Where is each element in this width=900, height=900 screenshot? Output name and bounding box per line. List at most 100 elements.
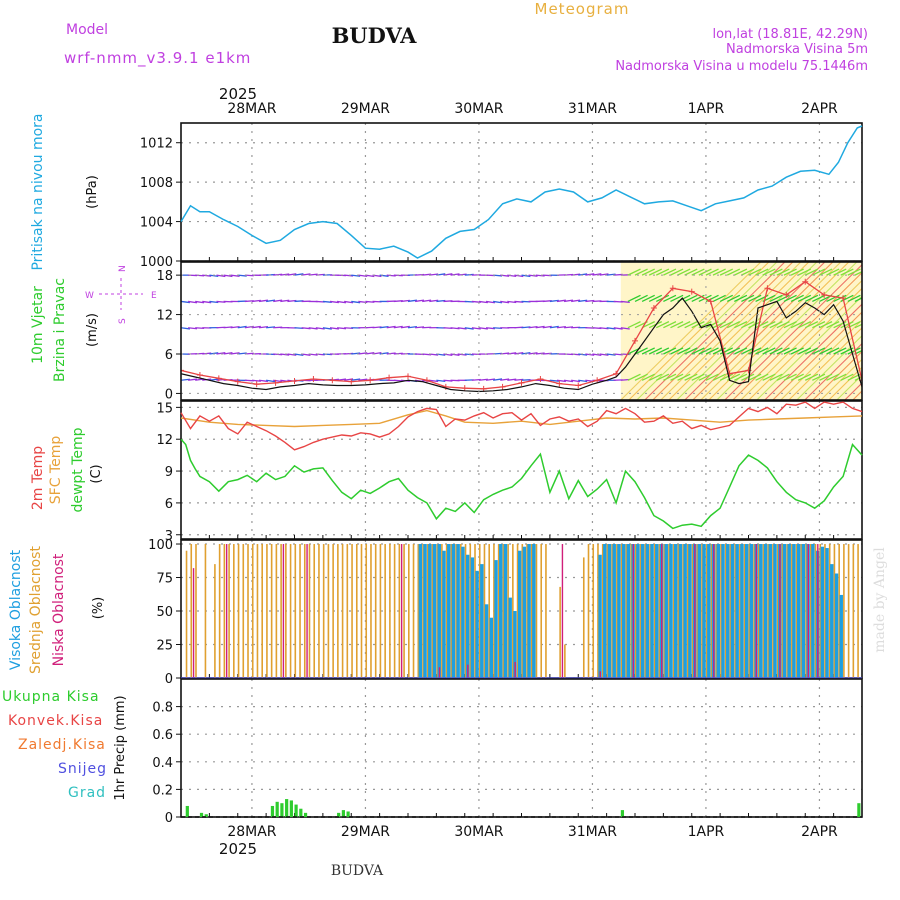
wind-barb — [826, 268, 840, 276]
wind-barb — [521, 326, 531, 329]
wind-barb — [833, 347, 847, 355]
wind-barb — [797, 294, 812, 303]
high-cloud-bar — [603, 544, 607, 678]
mid-cloud-bar — [327, 544, 330, 678]
y-tick-label: 12 — [156, 433, 173, 448]
wind-barb — [528, 274, 538, 277]
mid-cloud-bar — [223, 544, 226, 678]
y-tick-label: 12 — [156, 309, 173, 324]
mid-cloud-bar — [786, 544, 788, 678]
y-tick-label: 6 — [165, 348, 173, 363]
wind-barb — [826, 373, 840, 381]
dewpoint-line — [180, 438, 863, 530]
mid-cloud-bar — [341, 544, 344, 678]
wind-barb — [804, 268, 819, 276]
mid-cloud-bar — [696, 544, 699, 678]
mid-cloud-bar — [417, 544, 420, 678]
mid-cloud-bar — [757, 544, 760, 678]
wind-barb — [819, 321, 833, 329]
low-cloud-bar — [400, 544, 403, 678]
mid-cloud-bar — [776, 544, 779, 678]
mid-cloud-bar — [289, 544, 292, 678]
mid-cloud-bar — [308, 544, 311, 678]
wind-barb — [627, 373, 641, 381]
wind-barb — [478, 378, 488, 381]
wind-barb — [812, 321, 826, 329]
model-label: Model — [66, 22, 108, 38]
wind-barb — [195, 300, 205, 304]
wind-hatch-stroke — [836, 374, 862, 400]
wind-barb — [223, 352, 233, 355]
wind-barb — [202, 300, 212, 304]
wind-barb — [790, 321, 804, 329]
wind-barb — [407, 299, 418, 303]
wind-barb — [258, 379, 269, 383]
bottom-date-label: 31MAR — [568, 824, 617, 840]
wind-barb — [847, 294, 861, 303]
wind-barb — [648, 294, 663, 303]
wind-barb — [336, 327, 347, 330]
compass-east: E — [151, 291, 157, 301]
wind-barb — [251, 299, 261, 303]
wind-barb — [769, 373, 783, 381]
wind-barb — [507, 274, 517, 278]
wind-barb — [819, 373, 833, 381]
high-cloud-bar — [721, 544, 725, 678]
wind-barb — [542, 325, 552, 329]
mid-cloud-bar — [582, 557, 585, 678]
high-cloud-bar — [740, 544, 744, 678]
high-cloud-bar — [749, 544, 754, 678]
mid-cloud-bar — [535, 544, 538, 678]
mid-cloud-bar — [743, 544, 746, 678]
model-elevation-label: Nadmorska Visina u modelu 75.1446m — [615, 59, 868, 74]
mid-cloud-bar — [431, 544, 434, 678]
mid-cloud-bar — [762, 544, 765, 678]
wind-gust-marker — [764, 285, 771, 292]
mid-cloud-bar — [805, 544, 807, 678]
wind-hatch-stroke — [628, 262, 770, 400]
bottom-date-label: 2APR — [801, 824, 838, 840]
wind-barb — [748, 347, 762, 355]
wind-barb — [457, 273, 467, 276]
wind-barb — [301, 273, 311, 276]
mid-cloud-bar — [635, 544, 637, 678]
wind-gust-marker — [518, 379, 525, 386]
mid-cloud-bar — [299, 544, 301, 678]
high-cloud-bar — [418, 544, 423, 678]
high-cloud-bar — [489, 617, 493, 678]
wind-barb — [719, 321, 734, 329]
wind-gust-marker — [215, 375, 222, 382]
mid-cloud-bar — [195, 544, 197, 678]
wind-barb — [571, 299, 581, 303]
wind-barb — [500, 300, 510, 304]
mid-cloud-bar — [677, 544, 680, 678]
y-tick-label: 100 — [148, 538, 173, 553]
mid-cloud-bar — [649, 544, 651, 678]
wind-barb — [797, 373, 812, 381]
wind-barb — [663, 294, 677, 303]
mid-cloud-bar — [715, 544, 717, 678]
wind-barb — [188, 378, 198, 381]
y-tick-label: 0 — [165, 811, 173, 826]
panel-y-labels: Pritisak na nivou mora (hPa) 10m Vjetar Brz… — [8, 113, 128, 800]
wind-barb — [698, 268, 712, 276]
mid-cloud-bar — [464, 544, 467, 678]
mid-cloud-bar — [237, 544, 240, 678]
mid-cloud-bar — [710, 544, 713, 678]
wind-barb — [351, 274, 361, 277]
wind-barb — [812, 268, 826, 276]
wind-hatch-stroke — [620, 262, 762, 400]
mid-cloud-bar — [412, 544, 415, 678]
mid-cloud-bar — [379, 544, 382, 678]
mid-cloud-bar — [658, 544, 661, 678]
bottom-date-label: 29MAR — [341, 824, 390, 840]
mid-cloud-bar — [422, 544, 424, 678]
wind-barb — [790, 373, 804, 381]
wind-barb — [514, 378, 524, 381]
wind-barb — [812, 347, 826, 355]
mid-cloud-bar — [512, 544, 514, 678]
high-cloud-bar — [801, 544, 806, 678]
wind-barb — [358, 378, 368, 381]
compass-north: N — [118, 265, 128, 272]
high-cloud-bar — [726, 544, 730, 678]
